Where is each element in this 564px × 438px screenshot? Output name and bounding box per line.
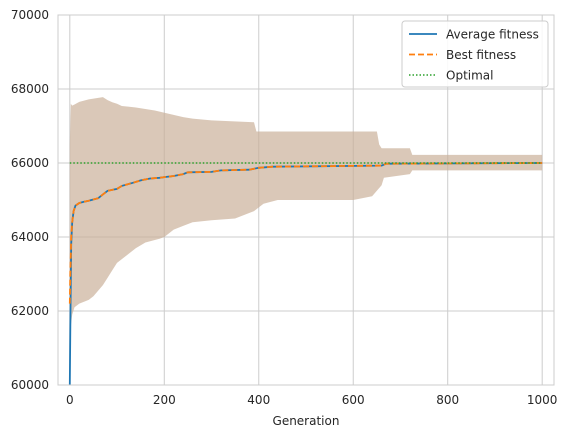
x-tick-label: 800 xyxy=(436,393,459,407)
y-tick-label: 60000 xyxy=(11,378,49,392)
y-tick-label: 68000 xyxy=(11,82,49,96)
y-tick-label: 62000 xyxy=(11,304,49,318)
x-tick-label: 1000 xyxy=(527,393,558,407)
legend-label: Best fitness xyxy=(446,48,516,62)
y-tick-label: 64000 xyxy=(11,230,49,244)
y-tick-labels: 60000 62000 64000 66000 68000 70000 xyxy=(11,8,49,392)
legend: Average fitness Best fitness Optimal xyxy=(401,20,549,88)
y-tick-label: 70000 xyxy=(11,8,49,22)
legend-label: Average fitness xyxy=(446,28,539,42)
x-tick-label: 400 xyxy=(247,393,270,407)
series-lines xyxy=(68,162,543,386)
x-tick-label: 600 xyxy=(342,393,365,407)
x-tick-label: 200 xyxy=(153,393,176,407)
series-line-1 xyxy=(68,162,543,304)
x-tick-labels: 0 200 400 600 800 1000 xyxy=(66,393,557,407)
fitness-range-band xyxy=(69,97,543,326)
x-axis-label: Generation xyxy=(273,414,340,428)
legend-box xyxy=(401,20,549,88)
plot-frame xyxy=(57,14,555,386)
legend-label: Optimal xyxy=(446,69,493,83)
x-tick-label: 0 xyxy=(66,393,74,407)
y-tick-label: 66000 xyxy=(11,156,49,170)
